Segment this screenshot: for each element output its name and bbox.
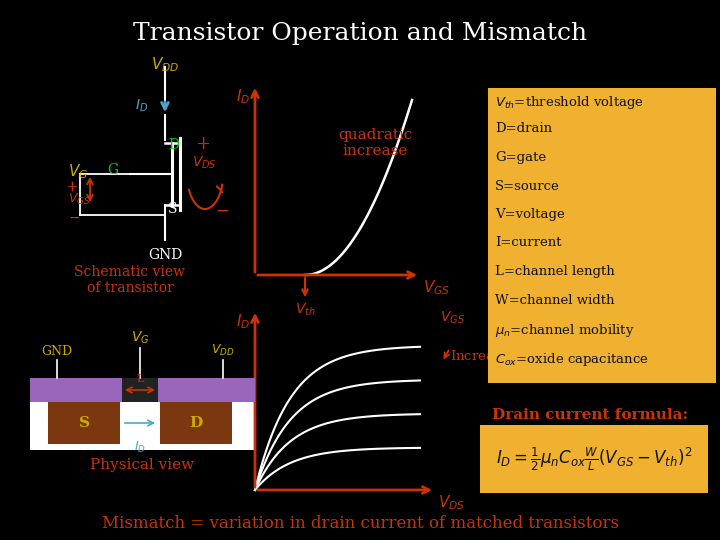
Text: $V_{DD}$: $V_{DD}$	[211, 343, 235, 358]
Text: $I_D$: $I_D$	[135, 98, 148, 114]
Text: $V_{DD}$: $V_{DD}$	[150, 55, 179, 73]
Text: D: D	[189, 416, 202, 430]
Text: Drain current formula:: Drain current formula:	[492, 408, 688, 422]
Text: S: S	[168, 202, 178, 216]
Text: $I_D = \frac{1}{2}\mu_n C_{ox} \frac{W}{L}(V_{GS} - V_{th})^2$: $I_D = \frac{1}{2}\mu_n C_{ox} \frac{W}{…	[496, 446, 692, 472]
Text: S: S	[78, 416, 89, 430]
Text: $-$: $-$	[68, 210, 80, 224]
Text: Increasing $V_{GS}$: Increasing $V_{GS}$	[450, 348, 549, 365]
Text: $V_{GS}$: $V_{GS}$	[68, 192, 91, 207]
Text: S=source: S=source	[495, 179, 559, 192]
Text: D=drain: D=drain	[495, 123, 552, 136]
Text: $V_{GS}$: $V_{GS}$	[423, 278, 450, 296]
Text: L=channel length: L=channel length	[495, 265, 615, 278]
Bar	[488, 88, 716, 383]
Text: $V_{th}$=threshold voltage: $V_{th}$=threshold voltage	[495, 94, 644, 111]
Bar	[30, 378, 255, 402]
Text: Schematic view
of transistor: Schematic view of transistor	[74, 265, 186, 295]
Text: quadratic
increase: quadratic increase	[338, 128, 412, 158]
Text: $I_D$: $I_D$	[236, 87, 250, 106]
Text: $C_{ox}$=oxide capacitance: $C_{ox}$=oxide capacitance	[495, 350, 649, 368]
Text: Physical view: Physical view	[90, 458, 194, 472]
Text: V=voltage: V=voltage	[495, 208, 564, 221]
Text: +: +	[195, 135, 210, 153]
Text: Mismatch = variation in drain current of matched transistors: Mismatch = variation in drain current of…	[102, 515, 618, 532]
Bar	[30, 378, 255, 450]
Bar	[160, 402, 232, 444]
Text: D: D	[168, 138, 179, 152]
Text: $-$: $-$	[215, 202, 229, 219]
Bar	[122, 378, 158, 402]
Text: $V_{DS}$: $V_{DS}$	[438, 493, 465, 512]
Text: $V_G$: $V_G$	[131, 329, 149, 346]
Text: I=current: I=current	[495, 237, 562, 249]
Bar	[480, 425, 708, 493]
Text: W=channel width: W=channel width	[495, 294, 614, 307]
Text: $V_G$: $V_G$	[68, 162, 88, 181]
Text: GND: GND	[148, 248, 182, 262]
Text: L: L	[136, 374, 144, 384]
Text: $V_{DS}$: $V_{DS}$	[192, 155, 217, 171]
Text: $\mu_n$=channel mobility: $\mu_n$=channel mobility	[495, 322, 634, 339]
Text: GND: GND	[42, 345, 73, 358]
Text: $V_{GS}$: $V_{GS}$	[440, 310, 465, 326]
Text: G: G	[107, 163, 118, 177]
Text: +: +	[66, 180, 78, 194]
Text: G=gate: G=gate	[495, 151, 546, 164]
Text: Transistor Operation and Mismatch: Transistor Operation and Mismatch	[133, 22, 587, 45]
Bar	[48, 402, 120, 444]
Text: $I_D$: $I_D$	[236, 312, 250, 330]
Text: $V_{th}$: $V_{th}$	[294, 302, 315, 319]
Text: $I_D$: $I_D$	[134, 440, 146, 455]
